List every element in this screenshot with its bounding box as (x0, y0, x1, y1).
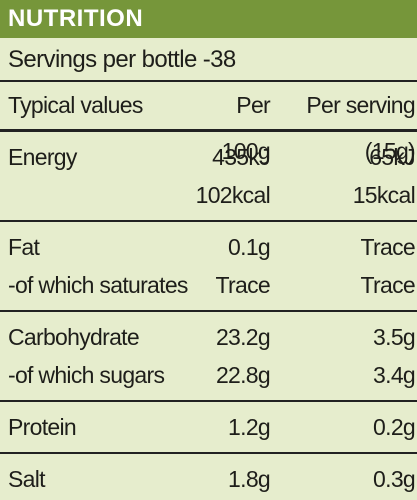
cell: 1.8g (192, 460, 271, 498)
nutrient-value: 0.3g (373, 466, 416, 492)
column-heading: Per 100g (221, 92, 271, 164)
nutrient-name: Salt (8, 466, 46, 492)
cell: 0.2g (270, 408, 416, 446)
nutrient-name: Fat (8, 234, 40, 260)
column-heading: Per serving (15g) (306, 92, 415, 164)
nutrient-value: 0.2g (373, 414, 416, 440)
cell: 1.2g (192, 408, 271, 446)
cell: Fat -of which saturates (0, 228, 192, 304)
cell: 435kJ 102kcal (192, 138, 271, 214)
cell: 23.2g 22.8g (192, 318, 271, 394)
nutrient-name: Carbohydrate (8, 324, 140, 350)
column-header: Typical values Per 100g Per serving (15g) (0, 82, 417, 164)
cell: 65kJ 15kcal (270, 138, 416, 214)
nutrient-value: 22.8g (215, 362, 271, 388)
nutrient-value: 0.1g (228, 234, 271, 260)
nutrient-name: Protein (8, 414, 77, 440)
nutrient-group: Energy 435kJ 102kcal 65kJ 15kcal (0, 132, 417, 222)
nutrient-value: 3.5g (373, 324, 416, 350)
nutrient-group: Protein 1.2g 0.2g (0, 402, 417, 454)
nutrient-group: Carbohydrate -of which sugars 23.2g 22.8g 3.… (0, 312, 417, 402)
column-heading: Typical values (8, 92, 143, 118)
cell: Salt (0, 460, 192, 498)
nutrient-value: Trace (360, 234, 416, 260)
nutrient-value: 435kJ (212, 144, 271, 170)
nutrient-group: Fat -of which saturates 0.1g Trace Trace Trac… (0, 222, 417, 312)
cell: 0.3g (270, 460, 416, 498)
cell: Protein (0, 408, 192, 446)
nutrient-value: 102kcal (195, 182, 271, 208)
nutrient-value: 1.8g (228, 466, 271, 492)
nutrient-name: -of which saturates (8, 272, 188, 298)
nutrient-value: 3.4g (373, 362, 416, 388)
nutrient-value: 65kJ (369, 144, 415, 170)
nutrient-name: Energy (8, 144, 77, 170)
cell: Trace Trace (270, 228, 416, 304)
servings: Servings per bottle -38 (0, 38, 417, 82)
nutrient-group: Salt 1.8g 0.3g (0, 454, 417, 500)
nutrient-value: 15kcal (352, 182, 416, 208)
nutrient-value: Trace (360, 272, 416, 298)
nutrient-name: -of which sugars (8, 362, 165, 388)
cell: 3.5g 3.4g (270, 318, 416, 394)
nutrient-value: 1.2g (228, 414, 271, 440)
title: NUTRITION (0, 0, 417, 38)
nutrient-value: 23.2g (215, 324, 271, 350)
table-body: Energy 435kJ 102kcal 65kJ 15kcal Fat -of which… (0, 132, 417, 500)
nutrient-value: Trace (215, 272, 271, 298)
cell: Energy (0, 138, 192, 214)
cell: 0.1g Trace (192, 228, 271, 304)
cell: Carbohydrate -of which sugars (0, 318, 192, 394)
